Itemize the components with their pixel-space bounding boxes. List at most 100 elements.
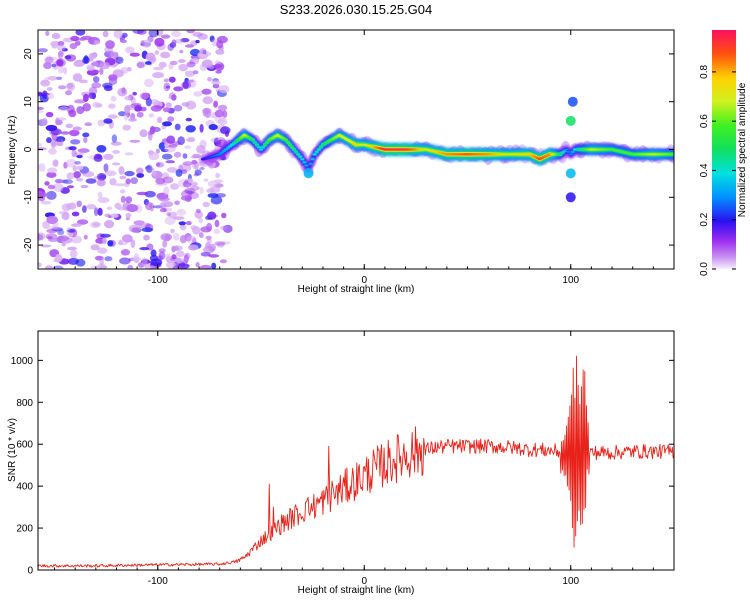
noise-blob: [142, 39, 152, 48]
noise-blob: [69, 249, 78, 259]
noise-blob: [38, 48, 48, 53]
noise-blob: [66, 83, 74, 89]
noise-blob: [90, 221, 101, 229]
noise-blob: [76, 219, 89, 225]
noise-blob: [97, 263, 106, 269]
noise-blob: [40, 200, 52, 205]
noise-blob: [155, 162, 165, 168]
noise-blob: [162, 176, 174, 184]
noise-blob: [178, 221, 186, 226]
noise-blob: [97, 197, 110, 204]
noise-blob: [45, 111, 54, 118]
noise-blob: [103, 153, 114, 160]
noise-blob: [146, 164, 153, 174]
noise-blob: [68, 109, 77, 118]
spectrogram-xlabel: Height of straight line (km): [298, 284, 415, 295]
noise-blob: [119, 175, 127, 180]
noise-blob: [176, 208, 187, 216]
noise-blob: [84, 122, 92, 126]
signal-ridge: [198, 96, 674, 203]
ridge-cell: [232, 142, 237, 145]
noise-blob: [40, 79, 51, 87]
noise-blob: [80, 184, 89, 189]
figure-title: S233.2026.030.15.25.G04: [280, 2, 433, 17]
ridge-cell: [304, 164, 309, 167]
noise-blob: [201, 59, 213, 68]
x-tick-label: 100: [562, 275, 579, 286]
noise-blob: [120, 39, 127, 43]
ridge-cell: [234, 140, 239, 143]
noise-blob: [148, 152, 160, 161]
noise-blob: [58, 117, 67, 121]
noise-blob: [173, 104, 183, 112]
snr-ylabel: SNR (10 * v/v): [7, 418, 18, 482]
ridge-cell: [217, 153, 222, 156]
noise-blob: [109, 51, 119, 58]
ridge-cell: [258, 148, 264, 151]
ridge-cell: [302, 161, 307, 164]
noise-blob: [131, 227, 141, 233]
noise-blob: [114, 183, 126, 187]
noise-blob: [54, 254, 63, 263]
noise-blob: [93, 154, 103, 162]
ridge-cell: [314, 151, 319, 153]
ridge-cell: [291, 148, 297, 151]
noise-blob: [38, 234, 44, 241]
noise-blob: [86, 66, 95, 71]
ridge-cell: [285, 141, 291, 144]
spectrogram-ylabel: Frequency (Hz): [7, 116, 18, 185]
noise-blob: [92, 101, 100, 108]
noise-blob: [68, 129, 80, 137]
noise-blob: [202, 201, 210, 208]
colorbar-tick-label: 0.2: [699, 212, 710, 226]
noise-blob: [46, 87, 53, 91]
noise-blob: [60, 131, 70, 135]
noise-blob: [63, 161, 68, 169]
noise-blob: [91, 82, 102, 89]
noise-blob: [216, 40, 224, 49]
noise-blob: [93, 207, 99, 217]
noise-blob: [161, 34, 171, 39]
noise-blob: [161, 153, 173, 160]
noise-blob: [139, 247, 150, 251]
ridge-cell: [296, 153, 301, 156]
noise-blob: [215, 70, 222, 74]
noise-blob: [215, 172, 221, 178]
noise-blob: [171, 254, 177, 260]
noise-blob: [75, 30, 86, 36]
noise-blob: [174, 123, 181, 131]
noise-blob: [139, 129, 148, 138]
noise-blob: [205, 235, 212, 240]
noise-blob: [79, 79, 88, 84]
noise-blob: [147, 56, 156, 62]
noise-blob: [141, 257, 148, 267]
noise-blob: [207, 77, 212, 82]
noise-region: [38, 30, 233, 269]
noise-blob: [145, 61, 152, 65]
noise-blob: [46, 137, 52, 144]
noise-blob: [124, 96, 131, 101]
noise-blob: [181, 190, 192, 199]
noise-blob: [143, 234, 150, 241]
noise-blob: [121, 32, 128, 38]
noise-blob: [90, 40, 95, 45]
ridge-cell: [227, 145, 233, 148]
ridge-cell: [287, 143, 293, 146]
noise-blob: [171, 30, 181, 37]
noise-blob: [221, 212, 227, 219]
noise-blob: [44, 265, 54, 269]
ridge-cell: [298, 155, 303, 158]
ridge-cell: [250, 139, 255, 141]
noise-blob: [184, 145, 192, 149]
noise-blob: [47, 236, 53, 240]
ridge-cell: [562, 150, 567, 153]
noise-blob: [179, 223, 187, 231]
noise-blob: [173, 151, 182, 158]
noise-blob: [119, 257, 131, 265]
noise-blob: [188, 244, 199, 251]
noise-blob: [166, 253, 171, 260]
noise-blob: [63, 67, 68, 75]
noise-blob: [38, 110, 44, 114]
